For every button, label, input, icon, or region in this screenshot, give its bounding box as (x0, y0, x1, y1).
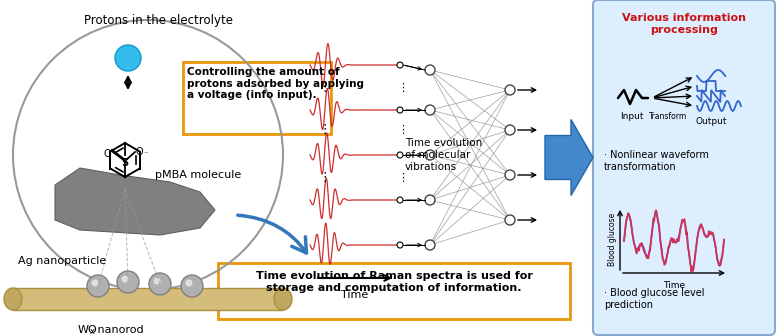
Text: ⋮: ⋮ (398, 83, 409, 93)
Text: pMBA molecule: pMBA molecule (155, 170, 241, 180)
Circle shape (115, 45, 141, 71)
Text: Various information
processing: Various information processing (622, 13, 746, 35)
Circle shape (121, 276, 128, 283)
Circle shape (117, 271, 139, 293)
Circle shape (397, 152, 403, 158)
Polygon shape (545, 120, 593, 196)
Circle shape (87, 275, 109, 297)
Text: ⁻: ⁻ (143, 150, 148, 159)
Circle shape (397, 197, 403, 203)
Circle shape (505, 125, 515, 135)
FancyBboxPatch shape (183, 62, 331, 134)
Circle shape (397, 62, 403, 68)
Text: WO: WO (78, 325, 98, 335)
Text: Output: Output (695, 117, 726, 126)
Text: O: O (136, 147, 144, 157)
Ellipse shape (274, 288, 292, 310)
Text: · Nonlinear waveform
transformation: · Nonlinear waveform transformation (604, 150, 709, 172)
Text: ⋮: ⋮ (319, 124, 331, 136)
Text: nanorod: nanorod (94, 325, 144, 335)
Text: Time: Time (341, 290, 368, 300)
Circle shape (154, 278, 161, 285)
Text: · Blood glucose level
prediction: · Blood glucose level prediction (604, 288, 705, 309)
Circle shape (92, 280, 99, 287)
Circle shape (505, 170, 515, 180)
Text: ⋮: ⋮ (398, 173, 409, 183)
Circle shape (397, 242, 403, 248)
Circle shape (425, 65, 435, 75)
Circle shape (425, 150, 435, 160)
Text: Transform: Transform (649, 112, 687, 121)
Polygon shape (55, 168, 215, 235)
Text: ⋮: ⋮ (319, 171, 331, 184)
Text: Controlling the amount of
protons adsorbed by applying
a voltage (info input).: Controlling the amount of protons adsorb… (187, 67, 364, 100)
Circle shape (425, 240, 435, 250)
Text: Time: Time (663, 281, 685, 290)
Text: Time evolution
of molecular
vibrations: Time evolution of molecular vibrations (405, 138, 483, 172)
Circle shape (425, 105, 435, 115)
Circle shape (186, 280, 193, 287)
Text: Protons in the electrolyte: Protons in the electrolyte (83, 14, 232, 27)
FancyBboxPatch shape (218, 263, 570, 319)
Text: S: S (121, 158, 128, 168)
Circle shape (149, 273, 171, 295)
Text: ⋮: ⋮ (398, 125, 409, 135)
Circle shape (425, 195, 435, 205)
Polygon shape (13, 288, 283, 310)
FancyBboxPatch shape (593, 0, 775, 335)
FancyArrowPatch shape (238, 215, 306, 253)
Circle shape (181, 275, 203, 297)
Text: ⋮: ⋮ (319, 82, 331, 94)
Circle shape (397, 107, 403, 113)
Text: x: x (90, 327, 95, 336)
Text: O: O (103, 149, 111, 159)
Text: Time evolution of Raman spectra is used for
storage and computation of informati: Time evolution of Raman spectra is used … (256, 271, 532, 293)
Circle shape (505, 85, 515, 95)
Ellipse shape (4, 288, 22, 310)
Circle shape (505, 215, 515, 225)
Text: Input: Input (620, 112, 644, 121)
Text: Ag nanoparticle: Ag nanoparticle (18, 256, 106, 266)
Text: Blood glucose: Blood glucose (608, 212, 617, 266)
